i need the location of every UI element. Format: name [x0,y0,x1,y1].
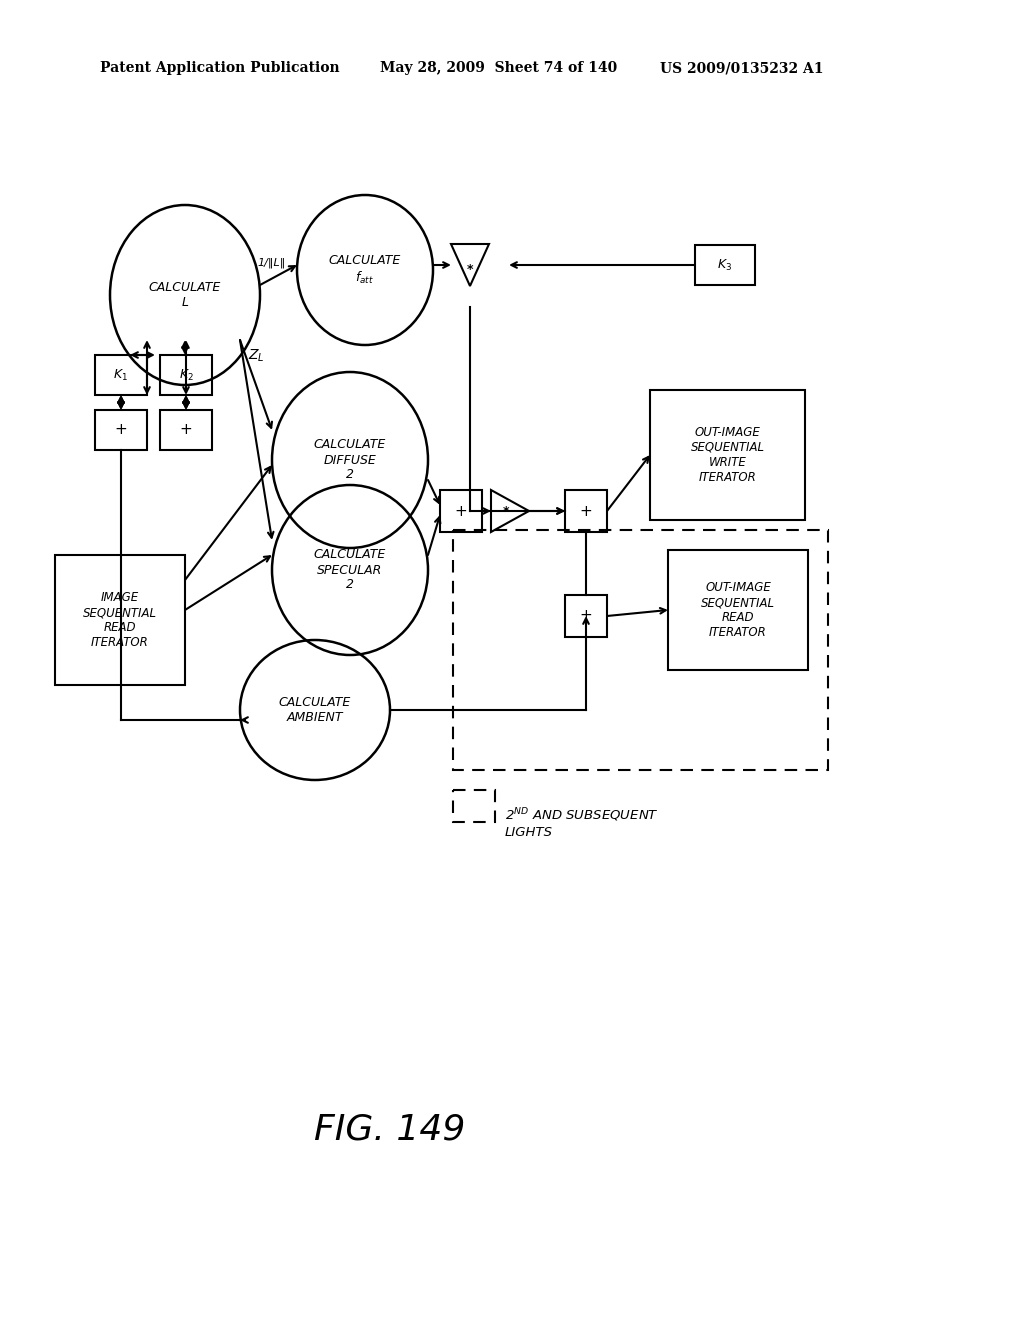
Text: +: + [580,609,592,623]
Bar [55,554,185,685]
Text: $Z_L$: $Z_L$ [248,348,264,364]
Bar [650,389,805,520]
Text: +: + [580,503,592,519]
Text: *: * [467,263,473,276]
Text: +: + [455,503,467,519]
Text: US 2009/0135232 A1: US 2009/0135232 A1 [660,61,823,75]
Text: CALCULATE
SPECULAR
2: CALCULATE SPECULAR 2 [314,549,386,591]
Bar [695,246,755,285]
Text: Patent Application Publication: Patent Application Publication [100,61,340,75]
Bar [95,355,147,395]
Text: K$_1$: K$_1$ [114,367,129,383]
Text: K$_3$: K$_3$ [718,257,732,272]
Bar [160,355,212,395]
Text: *: * [503,504,510,517]
Bar [440,490,482,532]
Text: CALCULATE
L: CALCULATE L [148,281,221,309]
Text: OUT-IMAGE
SEQUENTIAL
WRITE
ITERATOR: OUT-IMAGE SEQUENTIAL WRITE ITERATOR [690,426,765,484]
Text: 1/‖L‖: 1/‖L‖ [258,257,286,268]
Bar [668,550,808,671]
Text: FIG. 149: FIG. 149 [314,1113,466,1147]
Bar [453,789,495,822]
Bar [160,411,212,450]
Text: CALCULATE
DIFFUSE
2: CALCULATE DIFFUSE 2 [314,438,386,482]
Text: 2$^{ND}$ AND SUBSEQUENT
LIGHTS: 2$^{ND}$ AND SUBSEQUENT LIGHTS [505,807,658,838]
Text: OUT-IMAGE
SEQUENTIAL
READ
ITERATOR: OUT-IMAGE SEQUENTIAL READ ITERATOR [701,581,775,639]
Bar [565,595,607,638]
Text: May 28, 2009  Sheet 74 of 140: May 28, 2009 Sheet 74 of 140 [380,61,617,75]
Text: CALCULATE
f$_{att}$: CALCULATE f$_{att}$ [329,255,401,285]
Text: IMAGE
SEQUENTIAL
READ
ITERATOR: IMAGE SEQUENTIAL READ ITERATOR [83,591,157,649]
Bar [453,531,828,770]
Text: +: + [115,422,127,437]
Text: CALCULATE
AMBIENT: CALCULATE AMBIENT [279,696,351,723]
Text: K$_2$: K$_2$ [178,367,194,383]
Bar [565,490,607,532]
Text: +: + [179,422,193,437]
Bar [95,411,147,450]
